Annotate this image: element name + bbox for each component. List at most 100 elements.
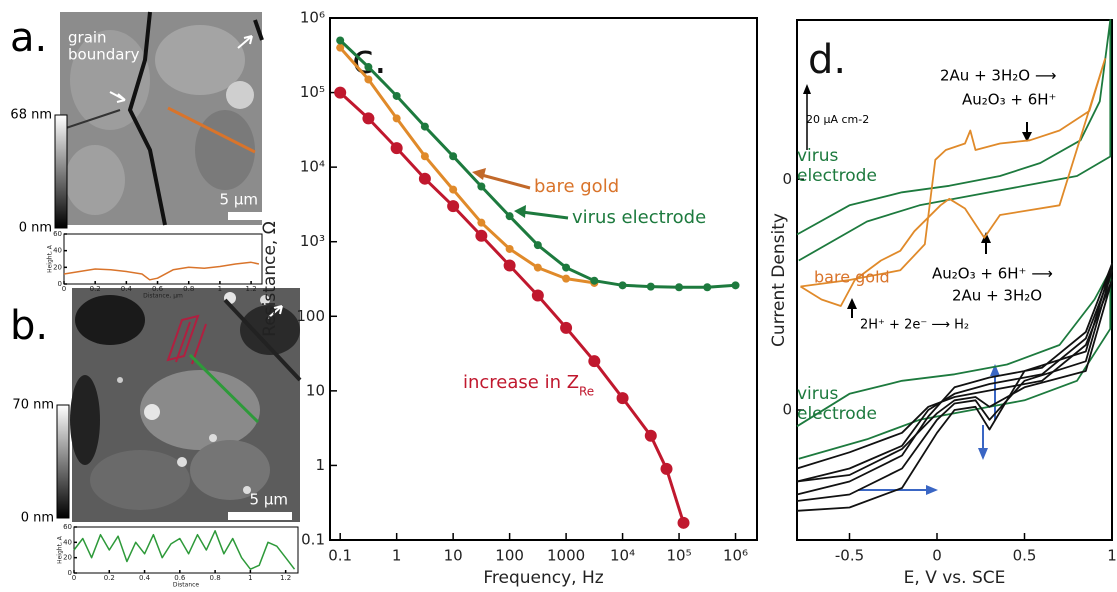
data-point bbox=[477, 182, 486, 191]
x-tick-label: 1 bbox=[1107, 547, 1117, 565]
x-tick-label: 0.5 bbox=[1013, 547, 1037, 565]
y-axis-label: Height, A bbox=[47, 244, 54, 273]
annotation: 2Au + 3H₂O ⟶ bbox=[940, 67, 1056, 85]
x-tick-label: 0 bbox=[62, 285, 66, 293]
y-axis-label: Current Density bbox=[769, 213, 789, 347]
y-tick-label: 60 bbox=[53, 230, 62, 238]
annotation: virus electrode bbox=[572, 207, 706, 228]
data-point bbox=[503, 259, 516, 272]
x-tick-label: 1000 bbox=[547, 547, 585, 565]
series-line bbox=[73, 530, 296, 570]
annotation: electrode bbox=[797, 404, 877, 424]
series-line bbox=[796, 269, 1113, 502]
data-point bbox=[560, 321, 573, 334]
y-tick-label: 20 bbox=[63, 554, 72, 562]
x-tick-label: 0.6 bbox=[174, 574, 186, 582]
x-tick-label: 0.6 bbox=[152, 285, 164, 293]
data-point bbox=[646, 282, 655, 291]
colorbar-b bbox=[56, 404, 70, 519]
series-line bbox=[339, 91, 685, 524]
data-point bbox=[334, 86, 347, 99]
colorbar-max: 68 nm bbox=[10, 108, 52, 123]
data-point bbox=[590, 276, 599, 285]
annotation-arrows bbox=[472, 84, 1032, 495]
data-point bbox=[392, 91, 401, 100]
x-tick-label: 0.4 bbox=[121, 285, 133, 293]
x-tick-label: -0.5 bbox=[835, 547, 864, 565]
data-point bbox=[731, 281, 740, 290]
y-tick-label: 0 bbox=[58, 280, 62, 288]
annotation: Au₂O₃ + 6H⁺ ⟶ bbox=[932, 265, 1053, 283]
image-annotation: grain bbox=[68, 29, 107, 47]
annotation: Au₂O₃ + 6H⁺ bbox=[962, 91, 1056, 109]
y-tick-label: 40 bbox=[63, 538, 72, 546]
x-tick-label: 1 bbox=[218, 285, 222, 293]
data-point bbox=[447, 200, 460, 213]
y-tick-label: 10⁶ bbox=[300, 9, 325, 27]
annotation: virus bbox=[797, 384, 839, 404]
panel-label: c. bbox=[352, 37, 387, 83]
data-point bbox=[505, 244, 514, 253]
data-point bbox=[364, 63, 373, 72]
x-tick-label: 0.1 bbox=[328, 547, 352, 565]
series-line bbox=[339, 46, 595, 285]
data-point bbox=[677, 516, 690, 529]
data-point bbox=[364, 75, 373, 84]
annotation: Re bbox=[579, 385, 594, 399]
x-tick-label: 0.8 bbox=[210, 574, 221, 582]
y-tick-label: 20 bbox=[53, 263, 62, 271]
plot-frame bbox=[63, 233, 263, 285]
y-tick-label: 1 bbox=[315, 456, 325, 474]
data-point bbox=[531, 289, 544, 302]
y-tick-label: 0 bbox=[782, 170, 792, 188]
series-line bbox=[800, 58, 1106, 307]
data-point bbox=[562, 274, 571, 283]
y-tick-label: 0.1 bbox=[301, 531, 325, 549]
x-tick-label: 0 bbox=[932, 547, 942, 565]
annotation: 20 µA cm-2 bbox=[806, 113, 869, 126]
data-point bbox=[420, 152, 429, 161]
series-line bbox=[63, 261, 260, 281]
y-tick-label: 10⁴ bbox=[300, 158, 325, 176]
data-point bbox=[362, 112, 375, 125]
data-point bbox=[392, 114, 401, 123]
y-tick-label: 40 bbox=[53, 247, 62, 255]
x-tick-label: 0.2 bbox=[104, 574, 115, 582]
plot-frame bbox=[329, 17, 758, 541]
annotation: 2H⁺ + 2e⁻ ⟶ H₂ bbox=[860, 318, 969, 333]
colorbar-min: 0 nm bbox=[19, 221, 52, 236]
y-tick-label: 10⁵ bbox=[300, 83, 325, 101]
scale-bar-label: 5 µm bbox=[220, 191, 258, 209]
annotation: bare gold bbox=[814, 268, 890, 287]
y-axis-label: Height, A bbox=[57, 535, 64, 564]
y-tick-label: 100 bbox=[296, 307, 325, 325]
x-axis-label: Frequency, Hz bbox=[483, 568, 603, 588]
data-point bbox=[505, 212, 514, 221]
annotation: increase in Z bbox=[463, 372, 579, 393]
data-point bbox=[533, 241, 542, 250]
x-tick-label: 10⁵ bbox=[666, 547, 691, 565]
data-point bbox=[336, 36, 345, 45]
data-point bbox=[449, 152, 458, 161]
x-tick-label: 1 bbox=[392, 547, 402, 565]
data-point bbox=[449, 185, 458, 194]
data-point bbox=[390, 142, 403, 155]
series-line bbox=[796, 262, 1113, 512]
x-axis-label: E, V vs. SCE bbox=[904, 568, 1006, 588]
x-tick-label: 1 bbox=[248, 574, 252, 582]
annotation: 2Au + 3H₂O bbox=[952, 287, 1042, 305]
colorbar-a bbox=[54, 114, 68, 229]
y-tick-label: 60 bbox=[63, 523, 72, 531]
afm-image-b bbox=[70, 288, 302, 522]
colorbar-max: 70 nm bbox=[12, 398, 54, 413]
x-tick-label: 1.2 bbox=[280, 574, 291, 582]
x-tick-label: 100 bbox=[495, 547, 524, 565]
data-point bbox=[562, 263, 571, 272]
data-point bbox=[618, 281, 627, 290]
data-point bbox=[616, 392, 629, 405]
x-tick-label: 10⁴ bbox=[610, 547, 635, 565]
data-point bbox=[418, 172, 431, 185]
data-point bbox=[533, 263, 542, 272]
data-point bbox=[644, 429, 657, 442]
